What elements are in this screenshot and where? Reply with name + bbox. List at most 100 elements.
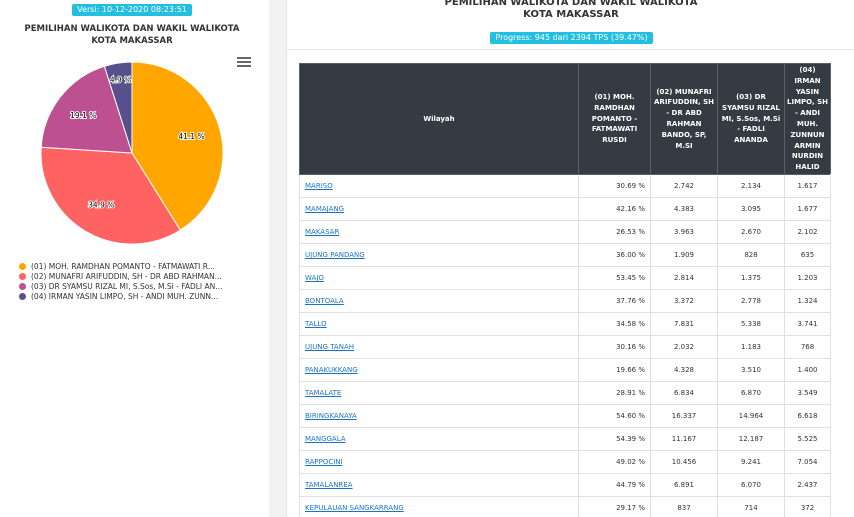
cell-votes-03: 3.549 [784, 381, 831, 405]
pie-data-label: 4.9 % [110, 75, 131, 84]
cell-votes-02: 1.183 [717, 335, 785, 359]
cell-votes-01: 4.383 [650, 197, 718, 221]
cell-votes-02: 3.095 [717, 197, 785, 221]
legend-marker-icon [19, 283, 26, 290]
cell-votes-01: 6.834 [650, 381, 718, 405]
wilayah-link[interactable]: WAJO [305, 274, 324, 282]
wilayah-link[interactable]: TALLO [305, 320, 327, 328]
cell-votes-01: 2.032 [650, 335, 718, 359]
cell-percentage: 26.53 % [578, 220, 651, 244]
cell-votes-02: 14.964 [717, 404, 785, 428]
cell-wilayah: KEPULAUAN SANGKARRANG [299, 496, 579, 517]
cell-votes-03: 1.617 [784, 174, 831, 198]
cell-votes-02: 2.134 [717, 174, 785, 198]
cell-wilayah: UJUNG TANAH [299, 335, 579, 359]
legend-item[interactable]: (02) MUNAFRI ARIFUDDIN, SH - DR ABD RAHM… [19, 272, 264, 282]
legend-label: (02) MUNAFRI ARIFUDDIN, SH - DR ABD RAHM… [31, 272, 222, 281]
cell-wilayah: UJUNG PANDANG [299, 243, 579, 267]
hamburger-menu-icon[interactable] [237, 57, 251, 69]
wilayah-link[interactable]: RAPPOCINI [305, 458, 343, 466]
legend-item[interactable]: (03) DR SYAMSU RIZAL MI, S.Sos, M.Si - F… [19, 282, 264, 292]
wilayah-link[interactable]: MARISO [305, 182, 333, 190]
chart-legend: (01) MOH. RAMDHAN POMANTO - FATMAWATI R.… [19, 262, 264, 302]
cell-percentage: 49.02 % [578, 450, 651, 474]
cell-wilayah: RAPPOCINI [299, 450, 579, 474]
progress-badge: Progress: 945 dari 2394 TPS (39.47%) [490, 32, 653, 44]
cell-votes-01: 10.456 [650, 450, 718, 474]
cell-votes-03: 635 [784, 243, 831, 267]
wilayah-link[interactable]: MAMAJANG [305, 205, 345, 213]
wilayah-link[interactable]: KEPULAUAN SANGKARRANG [305, 504, 404, 512]
wilayah-link[interactable]: TAMALANREA [305, 481, 353, 489]
cell-votes-03: 7.054 [784, 450, 831, 474]
legend-label: (01) MOH. RAMDHAN POMANTO - FATMAWATI R.… [31, 262, 215, 271]
wilayah-link[interactable]: MAKASAR [305, 228, 340, 236]
cell-percentage: 37.76 % [578, 289, 651, 313]
cell-wilayah: WAJO [299, 266, 579, 290]
results-title-line-1: PEMILIHAN WALIKOTA DAN WAKIL WALIKOTA [444, 0, 698, 8]
pie-chart: 41.1 % 34.9 % 19.1 % 4.9 % [40, 61, 224, 245]
cell-percentage: 28.91 % [578, 381, 651, 405]
legend-item[interactable]: (01) MOH. RAMDHAN POMANTO - FATMAWATI R.… [19, 262, 264, 272]
cell-percentage: 36.00 % [578, 243, 651, 267]
wilayah-link[interactable]: MANGGALA [305, 435, 346, 443]
cell-votes-01: 2.742 [650, 174, 718, 198]
cell-percentage: 53.45 % [578, 266, 651, 290]
wilayah-link[interactable]: BONTOALA [305, 297, 344, 305]
legend-label: (04) IRMAN YASIN LIMPO, SH - ANDI MUH. Z… [31, 292, 219, 301]
cell-wilayah: MARISO [299, 174, 579, 198]
cell-votes-03: 1.677 [784, 197, 831, 221]
legend-marker-icon [19, 263, 26, 270]
pie-data-label: 19.1 % [70, 111, 96, 120]
cell-votes-01: 3.963 [650, 220, 718, 244]
cell-percentage: 42.16 % [578, 197, 651, 221]
cell-votes-02: 5.338 [717, 312, 785, 336]
pie-slice[interactable] [40, 65, 133, 154]
header-candidate-02: (02) MUNAFRI ARIFUDDIN, SH - DR ABD RAHM… [650, 63, 718, 175]
pie-slice[interactable] [103, 61, 133, 154]
cell-percentage: 44.79 % [578, 473, 651, 497]
cell-votes-01: 837 [650, 496, 718, 517]
results-title: PEMILIHAN WALIKOTA DAN WAKIL WALIKOTA KO… [287, 0, 854, 21]
cell-votes-01: 16.337 [650, 404, 718, 428]
wilayah-link[interactable]: BIRINGKANAYA [305, 412, 357, 420]
cell-votes-03: 3.741 [784, 312, 831, 336]
cell-wilayah: TAMALANREA [299, 473, 579, 497]
cell-votes-02: 714 [717, 496, 785, 517]
cell-votes-03: 5.525 [784, 427, 831, 451]
header-wilayah: Wilayah [299, 63, 579, 175]
cell-votes-02: 828 [717, 243, 785, 267]
results-table: Wilayah (01) MOH. RAMDHAN POMANTO - FATM… [299, 63, 831, 517]
cell-votes-03: 1.203 [784, 266, 831, 290]
legend-marker-icon [19, 273, 26, 280]
wilayah-link[interactable]: UJUNG TANAH [305, 343, 355, 351]
cell-votes-02: 2.670 [717, 220, 785, 244]
chart-title-line-1: PEMILIHAN WALIKOTA DAN WAKIL WALIKOTA [24, 24, 240, 34]
pie-data-label: 41.1 % [178, 132, 204, 141]
pie-slice[interactable] [40, 146, 181, 245]
cell-votes-03: 2.102 [784, 220, 831, 244]
cell-wilayah: BIRINGKANAYA [299, 404, 579, 428]
wilayah-link[interactable]: TAMALATE [305, 389, 342, 397]
header-candidate-04: (04) IRMAN YASIN LIMPO, SH - ANDI MUH. Z… [784, 63, 831, 175]
cell-votes-01: 11.167 [650, 427, 718, 451]
version-badge: Versi: 10-12-2020 08:23:51 [72, 4, 192, 16]
cell-percentage: 29.17 % [578, 496, 651, 517]
cell-wilayah: PANAKUKKANG [299, 358, 579, 382]
chart-title: PEMILIHAN WALIKOTA DAN WAKIL WALIKOTA KO… [16, 23, 248, 47]
cell-votes-01: 1.909 [650, 243, 718, 267]
wilayah-link[interactable]: UJUNG PANDANG [305, 251, 365, 259]
pie-slice[interactable] [131, 61, 224, 231]
cell-wilayah: MAKASAR [299, 220, 579, 244]
wilayah-link[interactable]: PANAKUKKANG [305, 366, 358, 374]
legend-item[interactable]: (04) IRMAN YASIN LIMPO, SH - ANDI MUH. Z… [19, 292, 264, 302]
